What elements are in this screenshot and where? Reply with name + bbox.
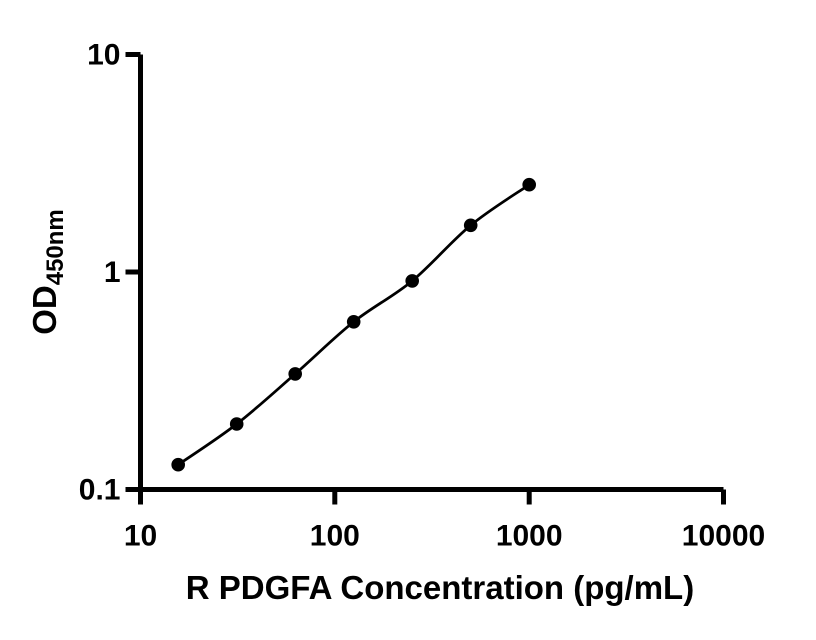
x-axis-title: R PDGFA Concentration (pg/mL) <box>186 569 694 606</box>
data-point <box>288 367 303 381</box>
x-tick-label: 10 <box>124 520 157 553</box>
data-point <box>522 177 536 192</box>
data-point <box>463 218 478 233</box>
x-tick-label: 100 <box>310 520 360 553</box>
axes <box>125 52 726 505</box>
tick-labels: 10 100 1000 10000 0.1 1 10 <box>79 39 765 553</box>
y-axis-title-main: OD <box>26 285 63 335</box>
data-point <box>405 274 420 288</box>
plot-series <box>171 177 536 472</box>
x-tick-label: 1000 <box>496 520 563 553</box>
y-tick-label: 0.1 <box>79 474 121 507</box>
y-tick-label: 1 <box>104 256 121 289</box>
y-tick-label: 10 <box>87 39 120 72</box>
x-tick-label: 10000 <box>682 520 765 553</box>
data-point <box>229 417 244 431</box>
data-point <box>171 457 185 472</box>
data-point <box>346 315 361 329</box>
y-axis-title-subscript: 450nm <box>42 209 69 285</box>
y-axis-title: OD450nm <box>26 209 69 335</box>
